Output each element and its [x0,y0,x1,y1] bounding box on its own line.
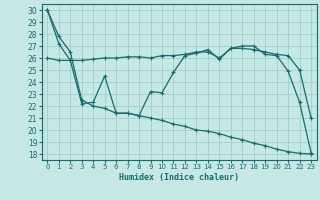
X-axis label: Humidex (Indice chaleur): Humidex (Indice chaleur) [119,173,239,182]
